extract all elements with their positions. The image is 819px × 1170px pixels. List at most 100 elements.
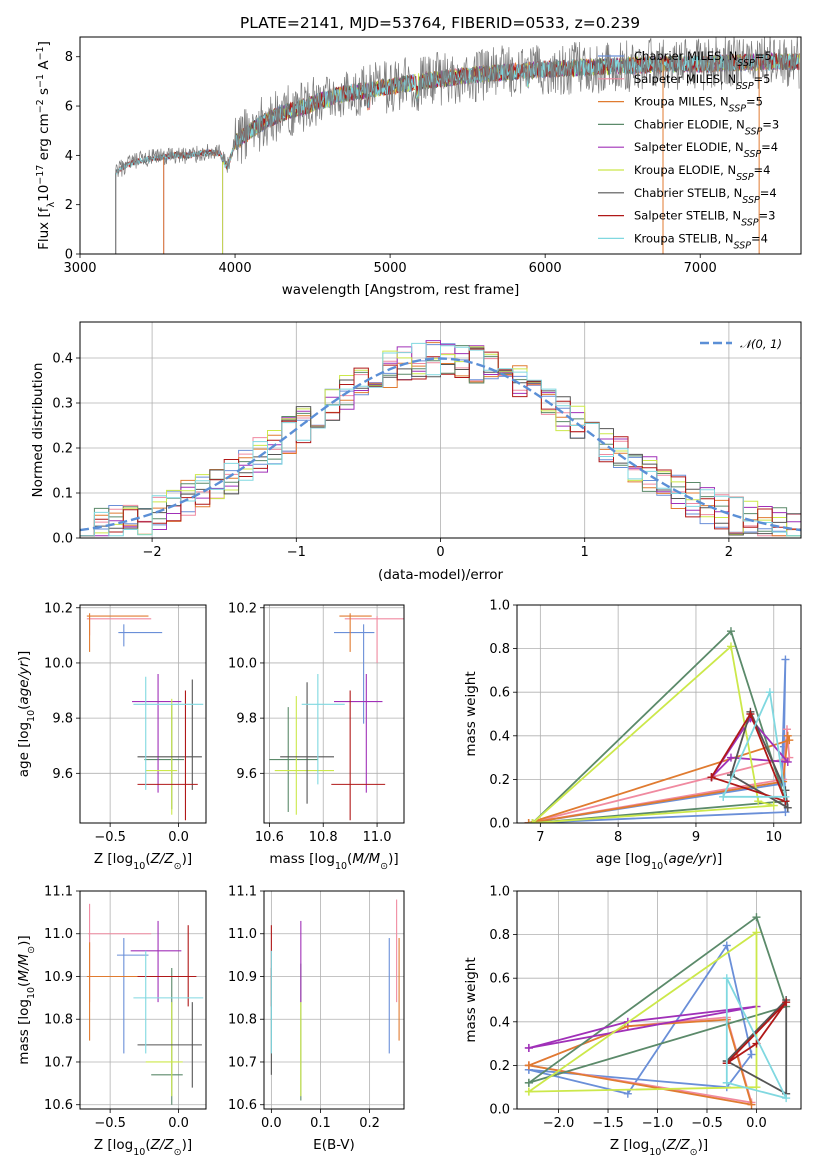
age-vs-Z-xtick-label: 0.0 bbox=[168, 830, 189, 845]
age-vs-Z-xlabel: Z [log10(Z/Z⊙)] bbox=[94, 851, 192, 872]
age-vs-mass-ytick-label: 9.6 bbox=[236, 767, 257, 782]
spectrum-xtick-label: 4000 bbox=[219, 261, 252, 276]
residuals-ylabel: Normed distribution bbox=[30, 363, 46, 498]
residuals-xtick-label: −1 bbox=[287, 545, 306, 560]
mass-vs-Z-errorbars bbox=[86, 903, 204, 1105]
age-vs-Z-ylabel: age [log10(age/yr)] bbox=[16, 651, 37, 777]
weight-vs-Z-polyline bbox=[528, 1005, 758, 1049]
age-vs-mass-xlabel: mass [log10(M/M⊙)] bbox=[269, 851, 398, 872]
residuals-ytick-label: 0.0 bbox=[52, 532, 73, 547]
weight-vs-age-ytick-label: 0.0 bbox=[489, 817, 510, 832]
weight-vs-Z-lines bbox=[524, 913, 791, 1109]
weight-vs-age-xtick-label: 10 bbox=[765, 830, 782, 845]
spectrum-data-line bbox=[115, 37, 800, 254]
figure-title: PLATE=2141, MJD=53764, FIBERID=0533, z=0… bbox=[240, 14, 640, 32]
spectrum-frame bbox=[79, 36, 802, 255]
residuals-xtick-label: 0 bbox=[436, 545, 444, 560]
weight-vs-Z-ytick-label: 0.2 bbox=[489, 1059, 510, 1074]
mass-vs-EBV-ytick-label: 10.9 bbox=[228, 970, 257, 985]
age-vs-mass-frame bbox=[263, 604, 405, 824]
age-vs-mass-ytick-label: 10.0 bbox=[228, 656, 257, 671]
weight-vs-Z-xtick-label: −1.5 bbox=[592, 1116, 624, 1131]
spectrum-xlabel: wavelength [Angstrom, rest frame] bbox=[282, 282, 520, 298]
spectrum-legend-label: Salpeter MILES, NSSP=5 bbox=[634, 72, 771, 92]
weight-vs-age-xlabel: age [log10(age/yr)] bbox=[596, 851, 722, 872]
age-vs-Z-ytick-label: 9.8 bbox=[52, 712, 73, 727]
residuals-ytick-label: 0.2 bbox=[52, 442, 73, 457]
mass-vs-Z-frame bbox=[79, 890, 207, 1110]
spectrum-ytick-label: 8 bbox=[65, 50, 73, 65]
mass-vs-Z-ytick-label: 10.7 bbox=[44, 1055, 73, 1070]
spectrum-ytick-label: 2 bbox=[65, 198, 73, 213]
age-vs-mass-ytick-label: 10.2 bbox=[228, 601, 257, 616]
age-vs-mass-xtick-label: 10.8 bbox=[309, 830, 338, 845]
residuals-legend-label: 𝒩(0, 1) bbox=[740, 337, 782, 351]
weight-vs-age-polyline bbox=[528, 658, 787, 823]
spectrum-xtick-label: 5000 bbox=[374, 261, 407, 276]
weight-vs-Z-xtick-label: −1.0 bbox=[642, 1116, 674, 1131]
weight-vs-age-ytick-label: 0.8 bbox=[489, 642, 510, 657]
weight-vs-age-ytick-label: 0.6 bbox=[489, 686, 510, 701]
residuals-xtick-label: 2 bbox=[725, 545, 733, 560]
mass-vs-Z-ytick-label: 10.9 bbox=[44, 970, 73, 985]
age-vs-Z-ytick-label: 9.6 bbox=[52, 767, 73, 782]
age-vs-Z-errorbars bbox=[86, 613, 204, 821]
spectrum-legend-label: Chabrier MILES, NSSP=5 bbox=[634, 49, 772, 69]
plot-layer: 3000 4000 5000 6000 7000 0 2 4 6 8 wavelength [Ang… bbox=[16, 36, 802, 1158]
residuals-ytick-label: 0.4 bbox=[52, 352, 73, 367]
age-vs-Z-ytick-label: 10.2 bbox=[44, 601, 73, 616]
weight-vs-age-frame bbox=[516, 604, 802, 824]
age-vs-mass-ytick-label: 9.8 bbox=[236, 712, 257, 727]
mass-vs-EBV-xlabel: E(B-V) bbox=[313, 1137, 355, 1153]
weight-vs-Z-ytick-label: 1.0 bbox=[489, 885, 510, 900]
weight-vs-Z-xtick-label: −0.5 bbox=[691, 1116, 723, 1131]
mass-vs-EBV-xtick-label: 0.2 bbox=[359, 1116, 380, 1131]
mass-vs-EBV-xtick-label: 0.1 bbox=[310, 1116, 331, 1131]
weight-vs-Z-frame bbox=[516, 890, 802, 1110]
residuals-xtick-label: 1 bbox=[581, 545, 589, 560]
mass-vs-EBV-ytick-label: 10.8 bbox=[228, 1013, 257, 1028]
age-vs-mass-xtick-label: 11.0 bbox=[363, 830, 392, 845]
spectrum-legend-label: Kroupa ELODIE, NSSP=4 bbox=[634, 163, 771, 183]
weight-vs-Z-polyline bbox=[528, 916, 788, 1084]
weight-vs-age-lines bbox=[524, 627, 794, 823]
mass-vs-Z-ytick-label: 10.6 bbox=[44, 1098, 73, 1113]
age-vs-mass-xtick-label: 10.6 bbox=[255, 830, 284, 845]
residuals-xlabel: (data-model)/error bbox=[378, 567, 504, 583]
weight-vs-age-ylabel: mass weight bbox=[463, 671, 479, 756]
weight-vs-age-xtick-label: 7 bbox=[536, 830, 544, 845]
weight-vs-age-polyline bbox=[722, 691, 787, 798]
weight-vs-age-ytick-label: 0.4 bbox=[489, 729, 510, 744]
residual-histograms bbox=[80, 340, 801, 538]
weight-vs-Z-ytick-label: 0.0 bbox=[489, 1103, 510, 1118]
spectrum-ytick-label: 4 bbox=[65, 149, 73, 164]
spectrum-legend-label: Chabrier STELIB, NSSP=4 bbox=[634, 186, 777, 206]
mass-vs-Z-xtick-label: −0.5 bbox=[94, 1116, 126, 1131]
weight-vs-Z-polyline bbox=[726, 999, 788, 1095]
spectrum-ylabel: Flux [fλ10−17 erg cm−2 s−1 A−1] bbox=[35, 41, 57, 250]
weight-vs-age-ytick-label: 0.2 bbox=[489, 773, 510, 788]
spectrum-lines bbox=[115, 37, 800, 254]
spectrum-legend-label: Kroupa MILES, NSSP=5 bbox=[634, 95, 763, 115]
weight-vs-Z-polyline bbox=[528, 931, 758, 1093]
age-vs-Z-frame bbox=[79, 604, 207, 824]
weight-vs-age-ytick-label: 1.0 bbox=[489, 599, 510, 614]
weight-vs-Z-ytick-label: 0.6 bbox=[489, 972, 510, 987]
weight-vs-Z-ytick-label: 0.8 bbox=[489, 928, 510, 943]
mass-vs-Z-xlabel: Z [log10(Z/Z⊙)] bbox=[94, 1137, 192, 1158]
weight-vs-Z-ytick-label: 0.4 bbox=[489, 1015, 510, 1030]
residuals-ytick-label: 0.3 bbox=[52, 397, 73, 412]
mass-vs-EBV-ytick-label: 10.7 bbox=[228, 1055, 257, 1070]
spectrum-xtick-label: 6000 bbox=[529, 261, 562, 276]
weight-vs-Z-ylabel: mass weight bbox=[463, 957, 479, 1042]
weight-vs-age-xtick-label: 9 bbox=[692, 830, 700, 845]
mass-vs-Z-ytick-label: 11.1 bbox=[44, 885, 73, 900]
age-vs-Z-ytick-label: 10.0 bbox=[44, 656, 73, 671]
residuals-frame bbox=[79, 321, 802, 539]
residuals-ytick-label: 0.1 bbox=[52, 487, 73, 502]
mass-vs-EBV-errorbars bbox=[270, 899, 400, 1101]
weight-vs-age-polyline bbox=[710, 713, 787, 803]
weight-vs-Z-xtick-label: 0.0 bbox=[746, 1116, 767, 1131]
age-vs-Z-xtick-label: −0.5 bbox=[94, 830, 126, 845]
mass-vs-Z-ylabel: mass [log10(M/M⊙)] bbox=[16, 935, 37, 1064]
